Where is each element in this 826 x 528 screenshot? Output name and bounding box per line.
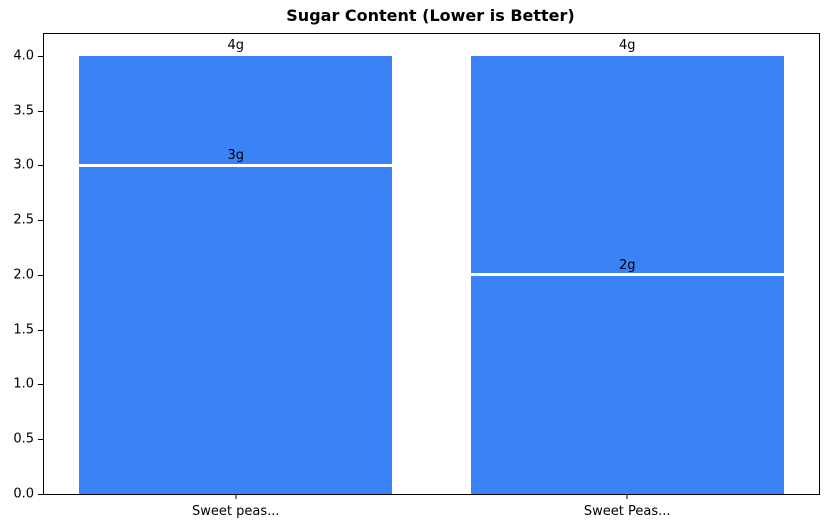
y-axis-tick-label: 1.0 (13, 376, 34, 392)
x-axis-tick (626, 495, 628, 499)
y-axis-tick-label: 4.0 (13, 48, 34, 64)
bar-value-label: 4g (618, 37, 636, 53)
y-axis-tick-label: 0.5 (13, 431, 34, 447)
x-axis-tick (235, 495, 237, 499)
marker-value-label: 3g (227, 148, 245, 164)
bar (79, 55, 393, 494)
y-axis-tick-label: 2.5 (13, 212, 34, 228)
y-axis-tick (38, 274, 43, 276)
marker-line (470, 273, 784, 277)
y-axis-tick-label: 3.0 (13, 157, 34, 173)
y-axis-tick (38, 55, 43, 57)
marker-value-label: 2g (618, 257, 636, 273)
bar-value-label: 4g (227, 37, 245, 53)
y-axis-tick (38, 220, 43, 222)
y-axis-tick-label: 0.0 (13, 486, 34, 502)
y-axis-tick (38, 384, 43, 386)
y-axis-tick (38, 110, 43, 112)
marker-line (79, 163, 393, 167)
y-axis-tick (38, 494, 43, 495)
y-axis-tick-label: 2.0 (13, 267, 34, 283)
x-axis-tick-label: Sweet Peas... (583, 504, 671, 519)
chart-title: Sugar Content (Lower is Better) (286, 6, 575, 25)
y-axis-tick-label: 1.5 (13, 322, 34, 338)
y-axis-tick (38, 439, 43, 441)
plot-area: 4g 3g Sweet peas... 4g 2g Sweet Peas... 0.0 0.5… (13, 33, 820, 518)
y-axis-tick (38, 165, 43, 167)
y-axis-tick (38, 329, 43, 331)
x-axis-tick-label: Sweet peas... (192, 504, 280, 519)
y-axis-tick-label: 3.5 (13, 103, 34, 119)
